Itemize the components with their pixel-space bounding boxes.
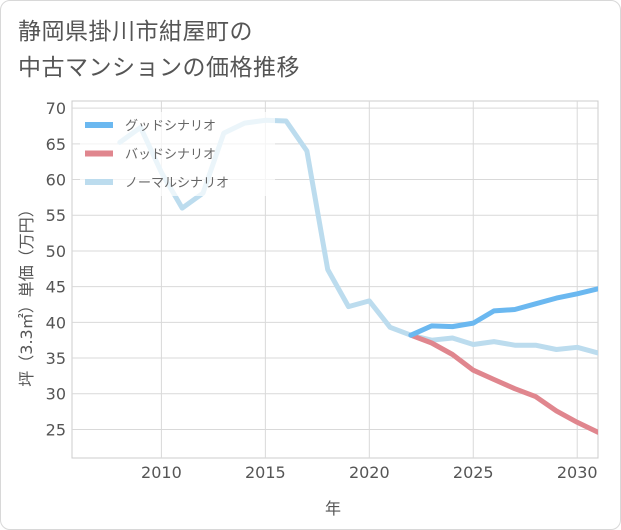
y-tick-label: 55 [46, 206, 66, 225]
chart-title-line-2: 中古マンションの価格推移 [18, 55, 300, 81]
x-axis-ticks: 2010 2015 2020 2025 2030 [141, 463, 598, 482]
x-tick-label: 2025 [453, 463, 494, 482]
y-tick-label: 65 [46, 135, 66, 154]
x-axis-label: 年 [325, 499, 341, 518]
y-axis-ticks: 25 30 35 40 45 50 55 60 65 70 [46, 99, 66, 439]
y-tick-label: 40 [46, 313, 66, 332]
y-tick-label: 25 [46, 420, 66, 439]
legend-item-bad-label: バッドシナリオ [125, 148, 216, 163]
legend-item-normal-label: ノーマルシナリオ [125, 176, 229, 191]
chart-title: 静岡県掛川市紺屋町の 中古マンションの価格推移 [18, 14, 300, 86]
y-axis-label: 坪（3.3㎡）単価（万円） [17, 201, 36, 386]
x-tick-label: 2030 [557, 463, 598, 482]
bad-scenario-line [408, 332, 598, 435]
x-tick-label: 2010 [141, 463, 182, 482]
y-tick-label: 45 [46, 278, 66, 297]
y-tick-label: 60 [46, 171, 66, 190]
y-tick-label: 50 [46, 242, 66, 261]
y-tick-label: 35 [46, 349, 66, 368]
x-tick-label: 2020 [349, 463, 390, 482]
chart-title-line-1: 静岡県掛川市紺屋町の [18, 19, 253, 45]
legend-item-good-label: グッドシナリオ [125, 119, 216, 134]
y-tick-label: 30 [46, 385, 66, 404]
y-tick-label: 70 [46, 99, 66, 118]
x-tick-label: 2015 [245, 463, 286, 482]
good-scenario-line [408, 286, 598, 338]
